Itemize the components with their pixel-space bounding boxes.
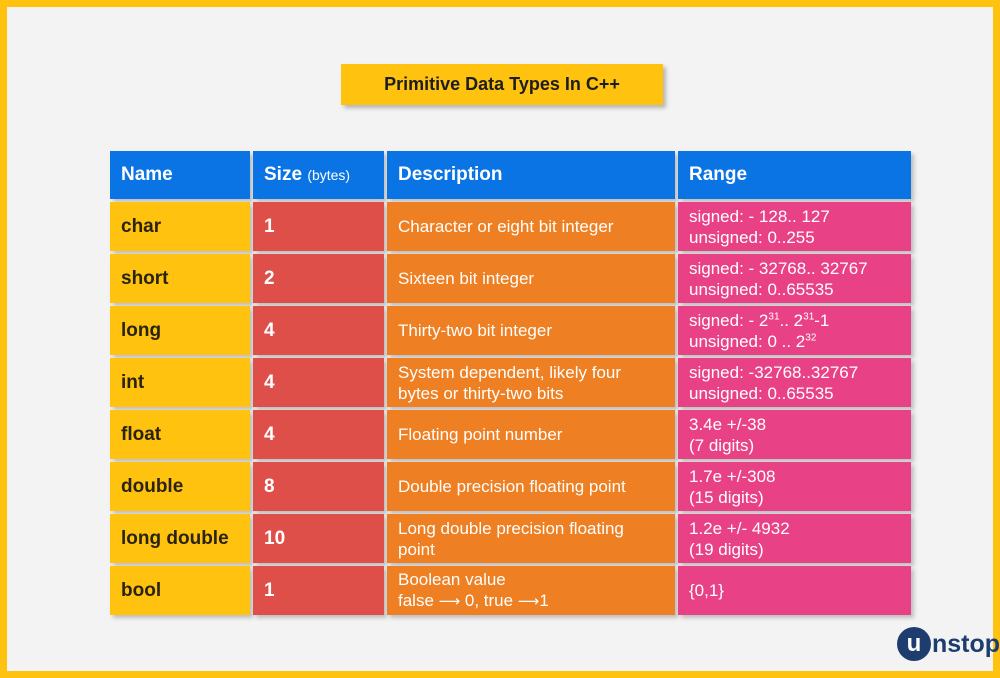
description-line: Long double precision floating [398, 518, 624, 538]
description-line: System dependent, likely four [398, 362, 622, 382]
range-line: 1.7e +/-308 [689, 466, 776, 486]
logo-mark: u [897, 627, 931, 661]
exponent: 31 [768, 310, 780, 322]
type-name-cell: bool [110, 566, 250, 615]
type-description-cell: Floating point number [387, 410, 675, 459]
range-line: (19 digits) [689, 539, 764, 559]
type-name-cell: float [110, 410, 250, 459]
range-line: unsigned: 0 .. 232 [689, 331, 911, 352]
type-range-cell: 3.4e +/-38 (7 digits) [678, 410, 911, 459]
type-name-cell: long [110, 306, 250, 355]
type-size-cell: 2 [253, 254, 384, 303]
type-description-cell: Sixteen bit integer [387, 254, 675, 303]
right-arrow-icon: ⟶ [517, 592, 540, 610]
range-line: signed: - 32768.. 32767 [689, 258, 868, 278]
range-line: signed: - 231.. 231-1 [689, 310, 911, 331]
type-description-cell: System dependent, likely four bytes or th… [387, 358, 675, 407]
description-text: 0, true [460, 591, 518, 610]
header-name: Name [110, 151, 250, 199]
range-text: -1 [814, 310, 830, 330]
type-range-cell: {0,1} [678, 566, 911, 615]
type-name-cell: int [110, 358, 250, 407]
type-name-cell: long double [110, 514, 250, 563]
type-name-cell: short [110, 254, 250, 303]
header-size: Size (bytes) [253, 151, 384, 199]
type-size-cell: 4 [253, 306, 384, 355]
description-line: Double precision floating point [398, 477, 626, 496]
range-line: (7 digits) [689, 435, 755, 455]
description-line: Sixteen bit integer [398, 269, 535, 288]
header-range-label: Range [689, 164, 748, 185]
type-range-cell: signed: - 128.. 127 unsigned: 0..255 [678, 202, 911, 251]
range-line: 1.2e +/- 4932 [689, 518, 790, 538]
type-size-cell: 8 [253, 462, 384, 511]
exponent: 31 [803, 310, 815, 322]
header-name-label: Name [121, 164, 173, 185]
type-range-cell: signed: -32768..32767 unsigned: 0..65535 [678, 358, 911, 407]
data-types-table: Name Size (bytes) Description Range char… [110, 151, 911, 615]
range-line: signed: - 128.. 127 [689, 206, 830, 226]
range-text: signed: - 2 [689, 310, 769, 330]
type-description-cell: Boolean value false ⟶ 0, true ⟶1 [387, 566, 675, 615]
type-description-cell: Long double precision floating point [387, 514, 675, 563]
description-text: 1 [539, 591, 549, 610]
type-size-cell: 4 [253, 410, 384, 459]
type-size-cell: 1 [253, 202, 384, 251]
description-line: Character or eight bit integer [398, 217, 614, 236]
type-size-cell: 10 [253, 514, 384, 563]
type-size-cell: 4 [253, 358, 384, 407]
header-description-label: Description [398, 164, 503, 185]
description-line: Boolean value [398, 570, 506, 589]
range-line: signed: -32768..32767 [689, 362, 859, 382]
range-line: (15 digits) [689, 487, 764, 507]
description-line: Floating point number [398, 425, 563, 444]
type-range-cell: signed: - 231.. 231-1 unsigned: 0 .. 232 [678, 306, 911, 355]
logo-wordmark: nstop [932, 629, 1000, 658]
type-description-cell: Double precision floating point [387, 462, 675, 511]
range-line: unsigned: 0..65535 [689, 383, 834, 403]
header-size-label: Size (bytes) [264, 165, 384, 185]
type-size-cell: 1 [253, 566, 384, 615]
page-title: Primitive Data Types In C++ [341, 64, 663, 105]
type-range-cell: 1.7e +/-308 (15 digits) [678, 462, 911, 511]
description-line: point [398, 539, 435, 559]
header-range: Range [678, 151, 911, 199]
description-line: bytes or thirty-two bits [398, 383, 564, 403]
description-text: false [398, 591, 439, 610]
range-line: {0,1} [689, 581, 724, 600]
range-text: unsigned: 0 .. 2 [689, 331, 806, 351]
type-name-cell: double [110, 462, 250, 511]
header-description: Description [387, 151, 675, 199]
header-size-unit: (bytes) [307, 167, 351, 183]
unstop-logo: u nstop [897, 627, 1000, 661]
description-line: Thirty-two bit integer [398, 321, 552, 340]
exponent: 32 [805, 331, 817, 343]
type-name-cell: char [110, 202, 250, 251]
type-description-cell: Character or eight bit integer [387, 202, 675, 251]
range-text: .. 2 [779, 310, 804, 330]
type-range-cell: signed: - 32768.. 32767 unsigned: 0..6553… [678, 254, 911, 303]
type-description-cell: Thirty-two bit integer [387, 306, 675, 355]
range-line: unsigned: 0..255 [689, 227, 815, 247]
type-range-cell: 1.2e +/- 4932 (19 digits) [678, 514, 911, 563]
right-arrow-icon: ⟶ [438, 592, 461, 610]
description-line: false ⟶ 0, true ⟶1 [398, 590, 675, 612]
header-size-text: Size [264, 164, 303, 185]
range-line: 3.4e +/-38 [689, 414, 767, 434]
range-line: unsigned: 0..65535 [689, 279, 834, 299]
